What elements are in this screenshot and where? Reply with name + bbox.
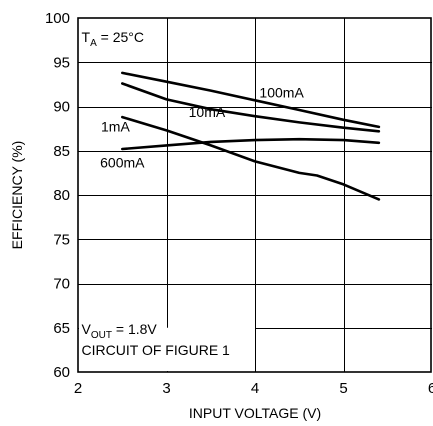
- series-label-600mA: 600mA: [100, 155, 145, 171]
- x-tick-label: 6: [428, 380, 433, 397]
- y-tick-label: 80: [53, 187, 70, 204]
- y-tick-label: 75: [53, 231, 70, 248]
- y-axis-title: EFFICIENCY (%): [9, 141, 25, 250]
- x-tick-label: 5: [339, 380, 347, 397]
- series-label-1mA: 1mA: [101, 118, 130, 134]
- y-tick-label: 60: [53, 364, 70, 381]
- y-tick-label: 65: [53, 320, 70, 337]
- y-tick-label: 90: [53, 99, 70, 116]
- series-line-100mA: [122, 73, 379, 127]
- series-label-100mA: 100mA: [259, 85, 304, 101]
- grid-layer: [78, 18, 432, 372]
- series-line-600mA: [122, 139, 379, 149]
- series-line-1mA: [122, 117, 379, 199]
- y-tick-label: 70: [53, 276, 70, 293]
- series-layer: 100mA 10mA 1mA 600mA: [100, 73, 379, 199]
- y-tick-label: 85: [53, 143, 70, 160]
- circuit-annotation: CIRCUIT OF FIGURE 1: [82, 342, 231, 358]
- x-axis-title: INPUT VOLTAGE (V): [189, 405, 321, 421]
- x-tick-label: 4: [251, 380, 259, 397]
- temperature-annotation: TA = 25°C: [82, 29, 144, 49]
- y-tick-label: 95: [53, 54, 70, 71]
- series-label-10mA: 10mA: [189, 104, 226, 120]
- x-tick-label: 3: [162, 380, 170, 397]
- x-tick-label: 2: [74, 380, 82, 397]
- y-tick-label: 100: [45, 10, 70, 27]
